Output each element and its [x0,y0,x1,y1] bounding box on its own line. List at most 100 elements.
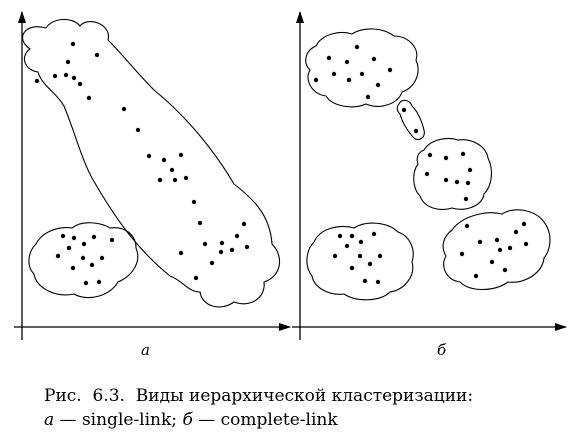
data-point [172,177,178,183]
data-point [191,199,197,205]
data-point [349,265,355,271]
panel-b-label: б [437,341,447,359]
data-point [229,247,235,253]
panel-b-cluster-link [396,99,425,141]
data-point [344,59,350,65]
caption-line-2: а — single-link; б — complete-link [44,408,564,432]
panel-b-cluster-top [305,28,419,108]
data-point [55,253,61,259]
data-point [477,239,483,245]
data-point [94,52,100,58]
data-point [244,244,250,250]
panel-b-points-link [401,107,419,134]
data-point [313,77,319,83]
data-point [197,220,203,226]
data-point [344,243,350,249]
data-point [463,196,469,202]
data-point [34,78,40,84]
panel-a-points-small [55,233,115,286]
data-point [178,152,184,158]
data-point [234,233,240,239]
panel-b-cluster-bottom-right [442,209,551,291]
data-point [202,241,208,247]
data-point [326,55,332,61]
data-point [459,251,465,257]
panel-b-points-middle [424,151,473,202]
data-point [71,235,77,241]
data-point [146,153,152,159]
data-point [523,241,529,247]
data-point [81,241,87,247]
data-point [387,67,393,73]
data-point [86,95,92,101]
data-point [209,260,215,266]
panel-a-label: а [141,341,150,359]
data-point [357,253,363,259]
panel-b-points-top [313,44,393,100]
data-point [218,249,224,255]
data-point [467,167,473,173]
data-point [89,262,95,268]
data-point [413,128,419,134]
data-point [70,41,76,47]
data-point [63,72,69,78]
data-point [358,239,364,245]
data-point [60,233,66,239]
data-point [375,82,381,88]
data-point [337,233,343,239]
data-point [377,253,383,259]
data-point [443,155,449,161]
data-point [489,259,495,265]
data-point [183,175,189,181]
data-point [161,157,167,163]
data-point [109,237,115,243]
panel-a-points-large [34,41,250,281]
data-point [354,44,360,50]
panel-b-points-bottom-right [459,221,529,279]
data-point [96,279,102,285]
panel-b-cluster-bottom-left [306,222,414,301]
caption-b-letter: б [182,410,193,430]
data-point [241,221,247,227]
caption-b-text: — complete-link [198,410,338,430]
data-point [219,240,225,246]
data-point [521,221,527,227]
data-point [371,56,377,62]
data-point [494,237,500,243]
panel-a-small-cluster [28,222,139,299]
data-point [464,223,470,229]
data-point [465,180,471,186]
data-point [66,245,72,251]
caption-line-1: Рис. 6.3. Виды иерархической кластеризац… [44,384,564,408]
data-point [473,273,479,279]
data-point [454,179,460,185]
data-point [427,152,433,158]
data-point [193,275,199,281]
data-point [443,177,449,183]
data-point [157,177,163,183]
caption-prefix: Рис. [44,386,82,406]
data-point [359,71,365,77]
data-point [349,233,355,239]
data-point [497,247,503,253]
data-point [401,107,407,113]
data-point [367,261,373,267]
data-point [346,77,352,83]
data-point [80,255,86,261]
panel-a-single-link-cluster [22,18,281,308]
data-point [83,280,89,286]
data-point [424,171,430,177]
data-point [513,229,519,235]
data-point [70,265,76,271]
caption-a-text: — single-link; [59,410,178,430]
data-point [52,73,58,79]
figure-caption: Рис. 6.3. Виды иерархической кластеризац… [44,384,564,432]
data-point [99,255,105,261]
caption-title: Виды иерархической кластеризации: [135,386,474,406]
data-point [121,106,127,112]
caption-a-letter: а [44,410,55,430]
data-point [71,75,77,81]
clustering-figure: а [14,11,567,359]
data-point [460,151,466,157]
data-point [65,59,71,65]
